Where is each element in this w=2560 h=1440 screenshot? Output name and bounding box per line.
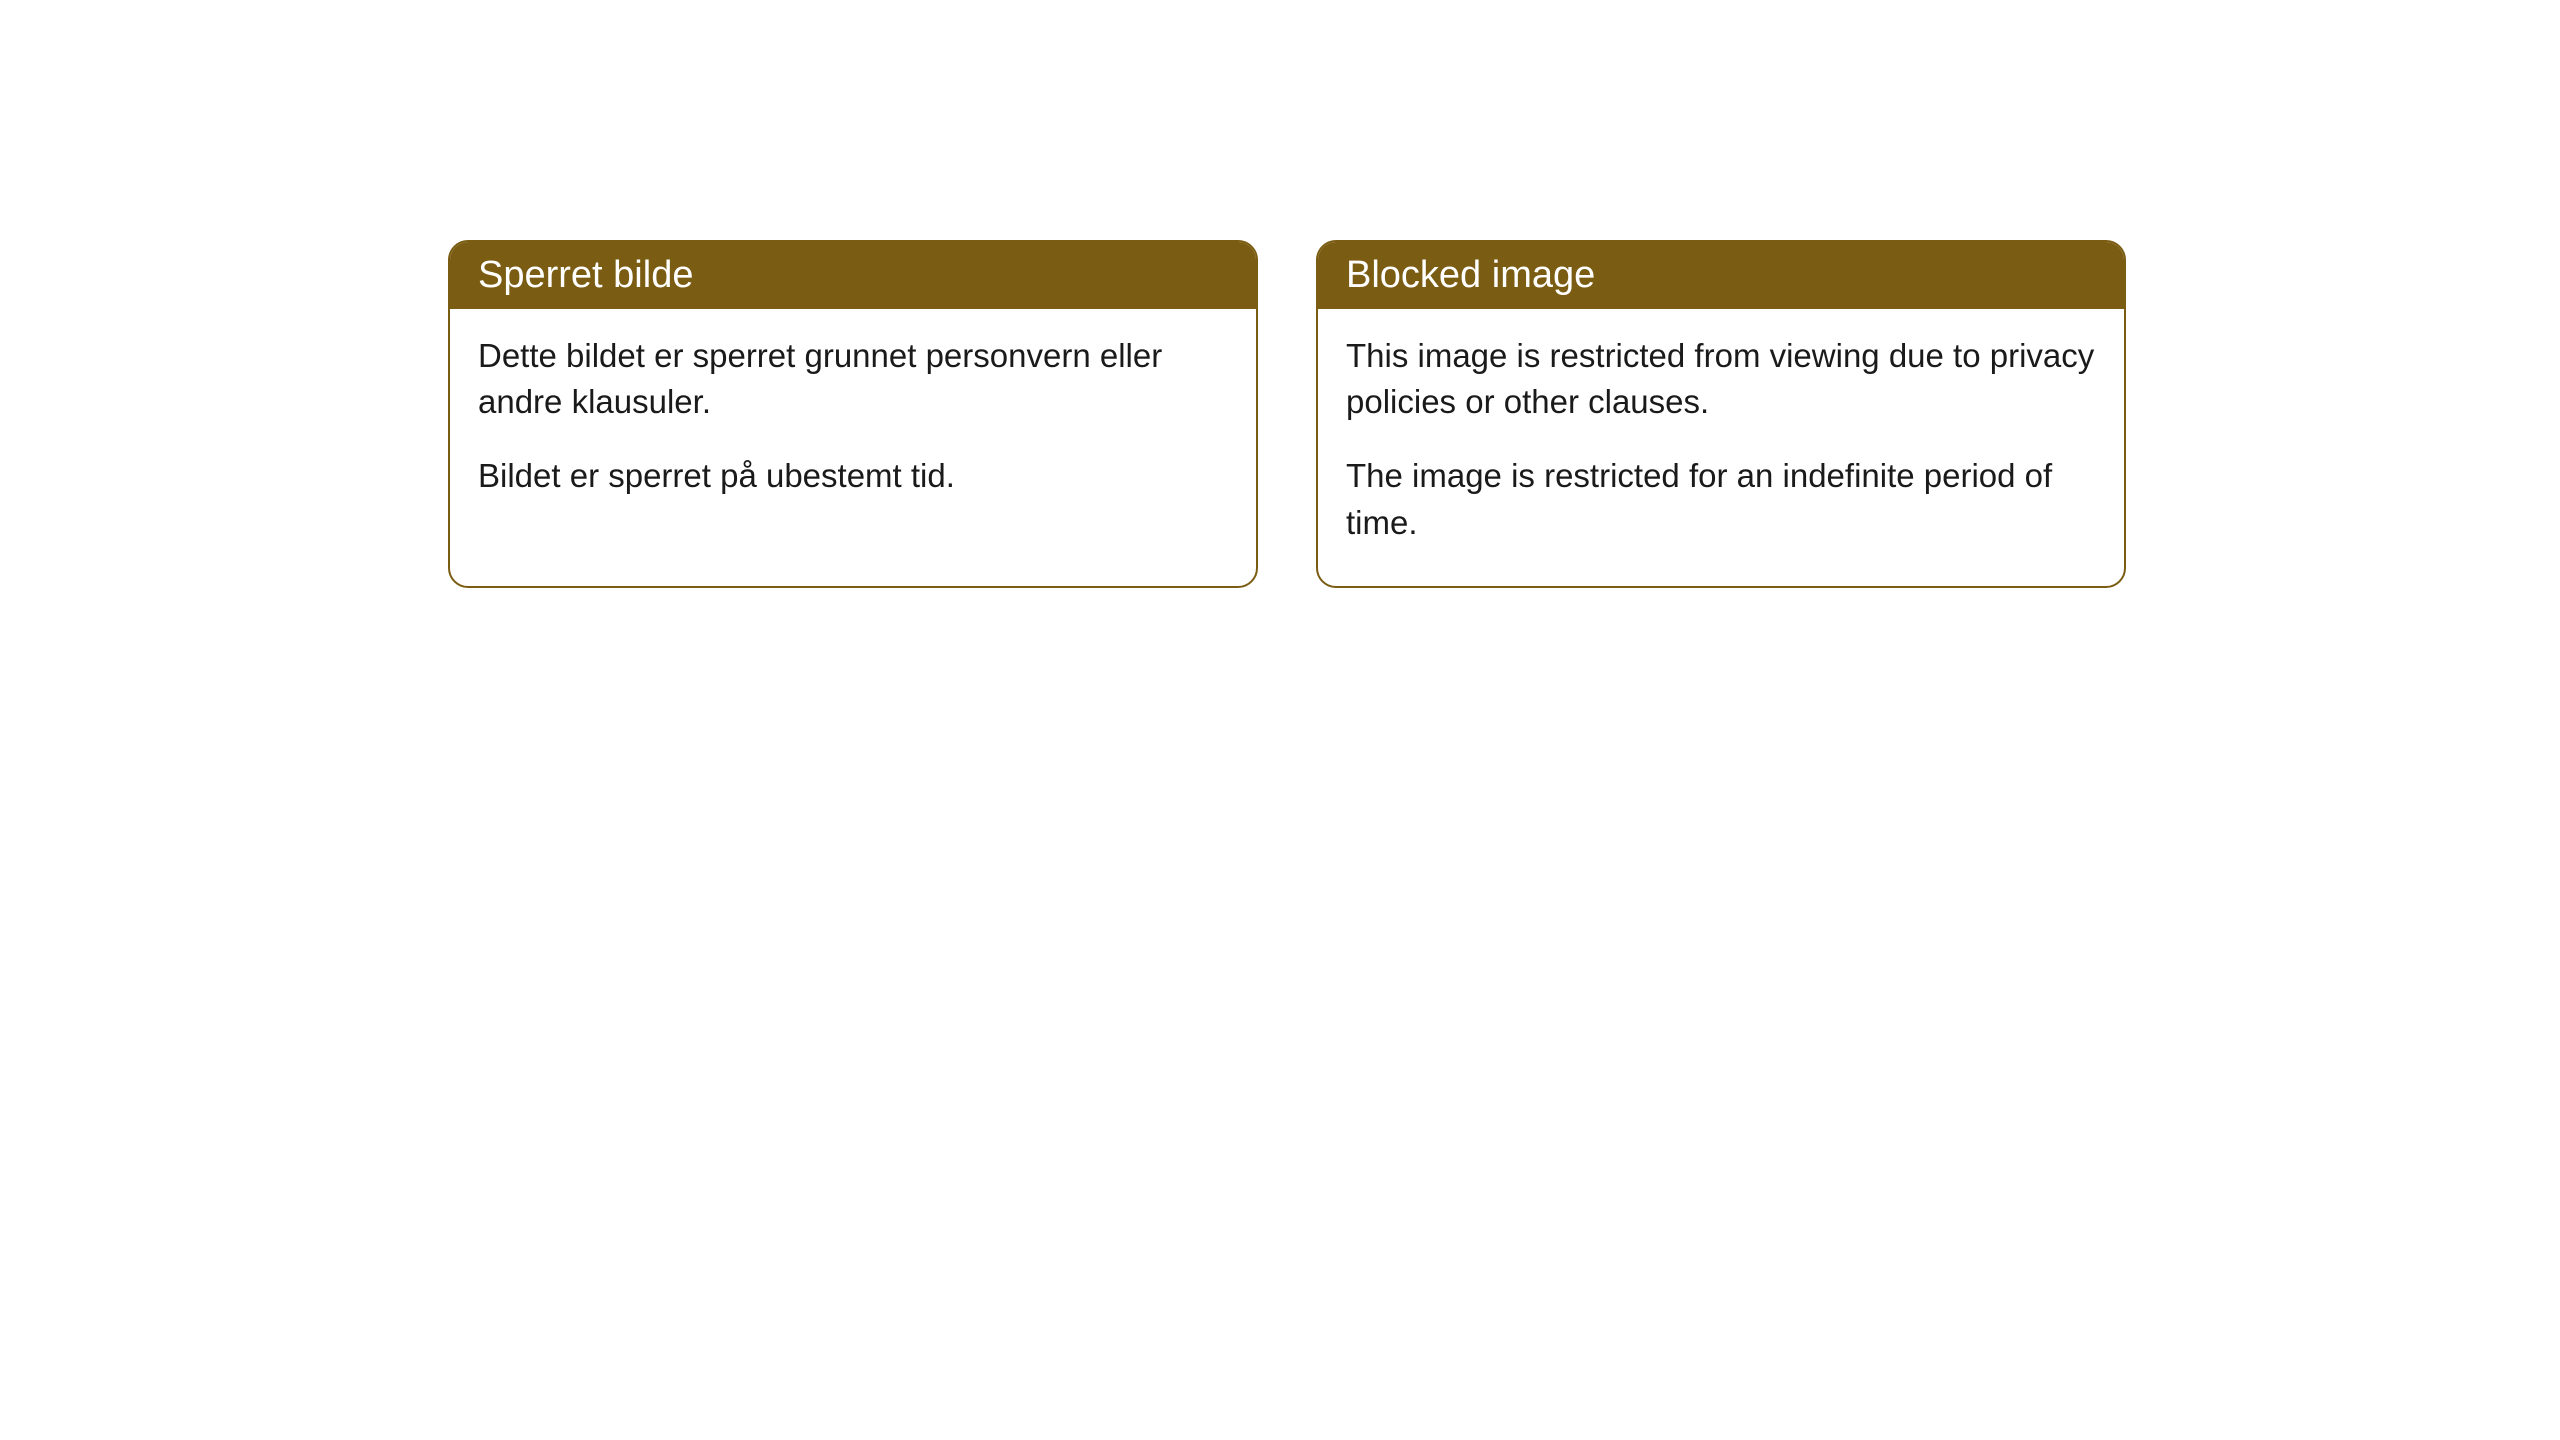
notice-header-norwegian: Sperret bilde <box>450 242 1256 309</box>
notice-body-english: This image is restricted from viewing du… <box>1318 309 2124 586</box>
notice-title-norwegian: Sperret bilde <box>478 254 693 296</box>
notice-card-english: Blocked image This image is restricted f… <box>1316 240 2126 588</box>
notice-header-english: Blocked image <box>1318 242 2124 309</box>
notice-paragraph-2-norwegian: Bildet er sperret på ubestemt tid. <box>478 453 1228 499</box>
notice-paragraph-2-english: The image is restricted for an indefinit… <box>1346 453 2096 545</box>
notice-body-norwegian: Dette bildet er sperret grunnet personve… <box>450 309 1256 540</box>
notice-container: Sperret bilde Dette bildet er sperret gr… <box>0 0 2560 588</box>
notice-card-norwegian: Sperret bilde Dette bildet er sperret gr… <box>448 240 1258 588</box>
notice-title-english: Blocked image <box>1346 254 1595 296</box>
notice-paragraph-1-norwegian: Dette bildet er sperret grunnet personve… <box>478 333 1228 425</box>
notice-paragraph-1-english: This image is restricted from viewing du… <box>1346 333 2096 425</box>
